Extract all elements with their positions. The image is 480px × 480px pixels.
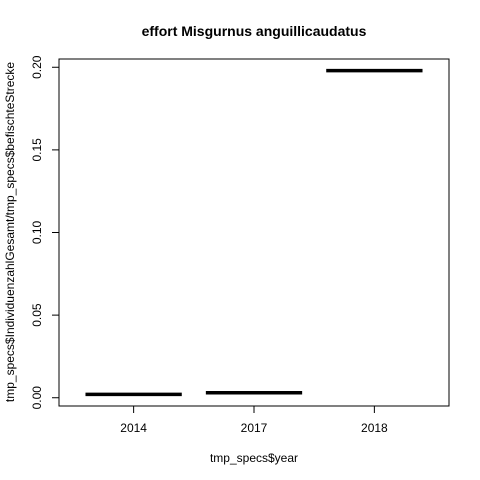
y-axis: 0.00 0.05 0.10 0.15 0.20 [30,55,59,409]
x-tick-label: 2018 [361,421,388,435]
y-tick-label: 0.20 [30,55,44,79]
x-tick-label: 2014 [120,421,147,435]
x-axis-label: tmp_specs$year [210,451,298,465]
y-tick-label: 0.10 [30,220,44,244]
chart-marks [85,68,423,397]
y-tick-label: 0.05 [30,303,44,327]
y-axis-label: tmp_specs$IndividuenzahlGesamt/tmp_specs… [3,62,17,403]
x-axis: 2014 2017 2018 [120,406,388,435]
y-tick-label: 0.15 [30,138,44,162]
x-tick-label: 2017 [241,421,268,435]
plot-frame [58,58,450,407]
y-tick-label: 0.00 [30,386,44,410]
chart-title: effort Misgurnus anguillicaudatus [142,23,367,39]
